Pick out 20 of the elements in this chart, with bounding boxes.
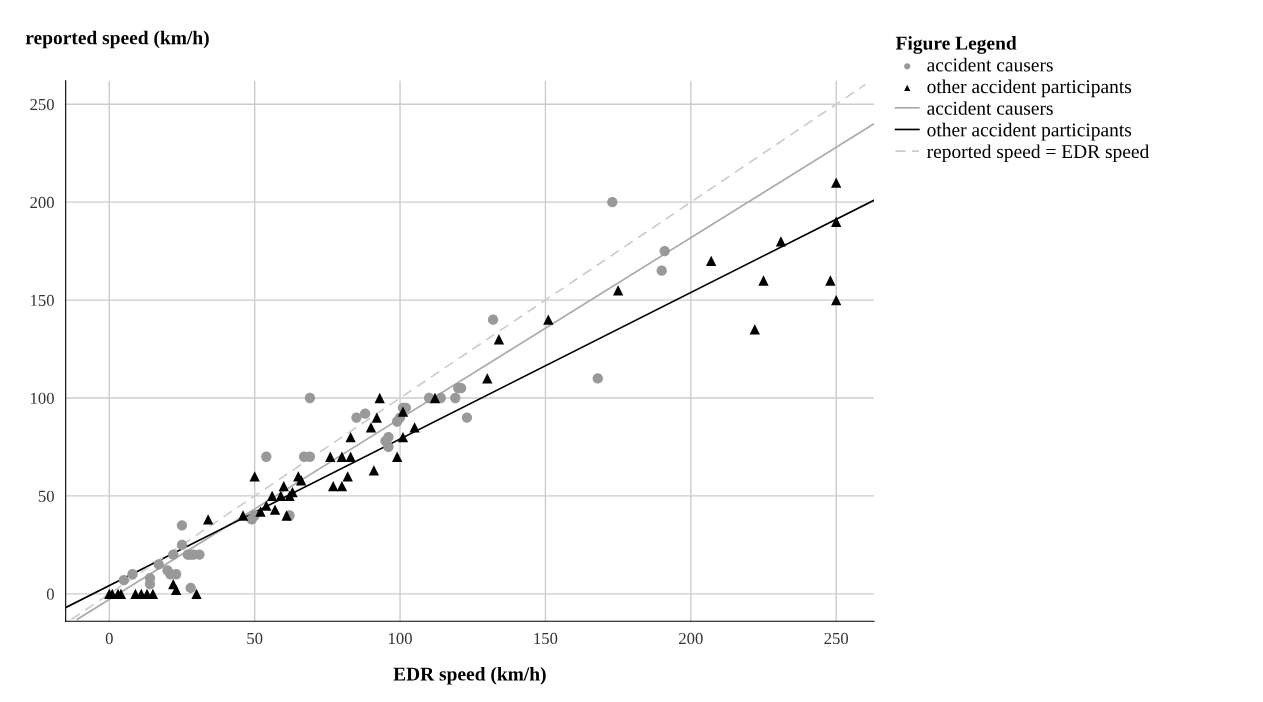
- y-tick-label: 100: [31, 392, 54, 404]
- legend-label: reported speed = EDR speed: [927, 144, 1150, 163]
- legend-title: Figure Legend: [895, 36, 1017, 54]
- y-tick-label: 250: [30, 98, 54, 111]
- x-tick-label: 0: [105, 632, 113, 645]
- x-tick-label: 150: [534, 632, 558, 645]
- x-tick-label: 250: [824, 632, 849, 645]
- y-tick-label: 150: [31, 294, 54, 307]
- legend-label: other accident participants: [927, 79, 1132, 98]
- y-tick-label: 200: [30, 196, 54, 209]
- legend-label: accident causers: [927, 101, 1053, 115]
- y-tick-label: 50: [38, 490, 54, 502]
- y-axis-title: reported speed (km/h): [25, 30, 209, 49]
- x-axis-title: EDR speed (km/h): [393, 666, 546, 685]
- x-tick-label: 100: [389, 632, 412, 645]
- y-tick-label: 0: [46, 588, 54, 600]
- legend-label: accident causers: [927, 57, 1053, 72]
- x-tick-label: 200: [679, 632, 703, 645]
- legend-label: other accident participants: [927, 122, 1132, 141]
- x-tick-label: 50: [247, 632, 263, 645]
